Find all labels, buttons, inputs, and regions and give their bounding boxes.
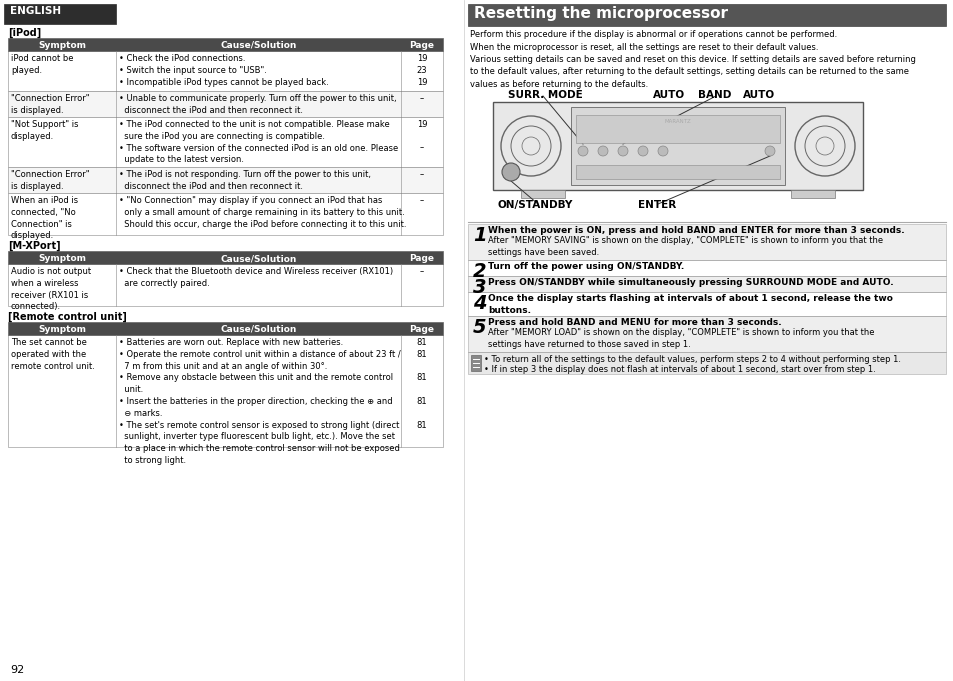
Circle shape bbox=[638, 146, 647, 156]
Bar bbox=[468, 224, 945, 260]
Text: Cause/Solution: Cause/Solution bbox=[220, 254, 296, 263]
Bar bbox=[8, 38, 442, 51]
Text: Page: Page bbox=[409, 254, 434, 263]
Text: 81
81

81

81

81: 81 81 81 81 81 bbox=[416, 338, 427, 430]
Text: • If in step 3 the display does not flash at intervals of about 1 second, start : • If in step 3 the display does not flas… bbox=[483, 365, 875, 374]
Bar bbox=[471, 355, 480, 371]
Bar bbox=[576, 165, 780, 179]
Text: When the power is ON, press and hold BAND and ENTER for more than 3 seconds.: When the power is ON, press and hold BAN… bbox=[488, 226, 903, 235]
Text: Symptom: Symptom bbox=[38, 41, 86, 50]
Text: Perform this procedure if the display is abnormal or if operations cannot be per: Perform this procedure if the display is… bbox=[470, 30, 915, 89]
Circle shape bbox=[764, 146, 774, 156]
Text: –: – bbox=[419, 94, 424, 103]
Text: iPod cannot be
played.: iPod cannot be played. bbox=[11, 54, 73, 75]
Text: Page: Page bbox=[409, 41, 434, 50]
Text: When an iPod is
connected, "No
Connection" is
displayed.: When an iPod is connected, "No Connectio… bbox=[11, 196, 78, 240]
Circle shape bbox=[598, 146, 607, 156]
Bar bbox=[8, 167, 442, 193]
Text: 2: 2 bbox=[473, 262, 486, 281]
Text: • Check that the Bluetooth device and Wireless receiver (RX101)
  are correctly : • Check that the Bluetooth device and Wi… bbox=[119, 267, 393, 288]
Text: 19

–: 19 – bbox=[416, 120, 427, 153]
Text: –: – bbox=[419, 170, 424, 179]
Text: The set cannot be
operated with the
remote control unit.: The set cannot be operated with the remo… bbox=[11, 338, 94, 370]
Text: AUTO: AUTO bbox=[652, 90, 684, 100]
Text: "Not Support" is
displayed.: "Not Support" is displayed. bbox=[11, 120, 78, 141]
Bar bbox=[8, 91, 442, 117]
Text: Cause/Solution: Cause/Solution bbox=[220, 325, 296, 334]
Text: Turn off the power using ON/STANDBY.: Turn off the power using ON/STANDBY. bbox=[488, 262, 683, 271]
Bar bbox=[4, 4, 116, 24]
Text: Symptom: Symptom bbox=[38, 254, 86, 263]
Text: "Connection Error"
is displayed.: "Connection Error" is displayed. bbox=[11, 94, 90, 115]
Text: Press ON/STANDBY while simultaneously pressing SURROUND MODE and AUTO.: Press ON/STANDBY while simultaneously pr… bbox=[488, 278, 893, 287]
Bar bbox=[8, 193, 442, 235]
Text: 3: 3 bbox=[473, 278, 486, 297]
Circle shape bbox=[618, 146, 627, 156]
Text: • The iPod connected to the unit is not compatible. Please make
  sure the iPod : • The iPod connected to the unit is not … bbox=[119, 120, 397, 164]
Text: After "MEMORY SAVING" is shown on the display, "COMPLETE" is shown to inform you: After "MEMORY SAVING" is shown on the di… bbox=[488, 236, 882, 257]
Text: 4: 4 bbox=[473, 294, 486, 313]
Bar bbox=[468, 316, 945, 352]
Bar bbox=[468, 260, 945, 276]
Text: Symptom: Symptom bbox=[38, 325, 86, 334]
Bar bbox=[468, 352, 945, 374]
Text: ON/STANDBY: ON/STANDBY bbox=[497, 200, 573, 210]
Text: –: – bbox=[419, 267, 424, 276]
Text: 1: 1 bbox=[473, 226, 486, 245]
Text: • Batteries are worn out. Replace with new batteries.
• Operate the remote contr: • Batteries are worn out. Replace with n… bbox=[119, 338, 400, 465]
Text: 19
23
19: 19 23 19 bbox=[416, 54, 427, 86]
Text: [M-XPort]: [M-XPort] bbox=[8, 241, 61, 251]
Text: Press and hold BAND and MENU for more than 3 seconds.: Press and hold BAND and MENU for more th… bbox=[488, 318, 781, 327]
Text: • The iPod is not responding. Turn off the power to this unit,
  disconnect the : • The iPod is not responding. Turn off t… bbox=[119, 170, 371, 191]
Circle shape bbox=[578, 146, 587, 156]
Bar bbox=[790, 190, 834, 198]
Text: SURR. MODE: SURR. MODE bbox=[507, 90, 582, 100]
Text: • To return all of the settings to the default values, perform steps 2 to 4 with: • To return all of the settings to the d… bbox=[483, 355, 900, 364]
Bar bbox=[8, 264, 442, 306]
Circle shape bbox=[501, 163, 519, 181]
Bar bbox=[468, 292, 945, 316]
Text: Audio is not output
when a wireless
receiver (RX101 is
connected).: Audio is not output when a wireless rece… bbox=[11, 267, 91, 311]
Bar bbox=[8, 251, 442, 264]
Text: After "MEMORY LOAD" is shown on the display, "COMPLETE" is shown to inform you t: After "MEMORY LOAD" is shown on the disp… bbox=[488, 328, 874, 349]
Text: MARANTZ: MARANTZ bbox=[664, 119, 691, 124]
Text: • Unable to communicate properly. Turn off the power to this unit,
  disconnect : • Unable to communicate properly. Turn o… bbox=[119, 94, 396, 115]
Bar bbox=[468, 276, 945, 292]
Text: Cause/Solution: Cause/Solution bbox=[220, 41, 296, 50]
Bar bbox=[493, 102, 862, 190]
Text: Once the display starts flashing at intervals of about 1 second, release the two: Once the display starts flashing at inte… bbox=[488, 294, 892, 315]
Text: 5: 5 bbox=[473, 318, 486, 337]
Bar bbox=[520, 190, 564, 198]
Text: BAND: BAND bbox=[698, 90, 731, 100]
Text: Page: Page bbox=[409, 325, 434, 334]
Text: Resetting the microprocessor: Resetting the microprocessor bbox=[474, 6, 727, 21]
Text: 92: 92 bbox=[10, 665, 24, 675]
Bar bbox=[8, 322, 442, 335]
Text: ENGLISH: ENGLISH bbox=[10, 6, 61, 16]
Text: ENTER: ENTER bbox=[638, 200, 676, 210]
Bar bbox=[8, 117, 442, 167]
Text: AUTO: AUTO bbox=[742, 90, 774, 100]
Bar bbox=[468, 4, 945, 26]
Bar bbox=[571, 107, 784, 185]
Bar bbox=[8, 335, 442, 447]
Text: "Connection Error"
is displayed.: "Connection Error" is displayed. bbox=[11, 170, 90, 191]
Text: [Remote control unit]: [Remote control unit] bbox=[8, 312, 127, 322]
Bar bbox=[576, 115, 780, 143]
Bar bbox=[8, 51, 442, 91]
Text: [iPod]: [iPod] bbox=[8, 28, 41, 38]
Text: • Check the iPod connections.
• Switch the input source to "USB".
• Incompatible: • Check the iPod connections. • Switch t… bbox=[119, 54, 329, 86]
Text: • "No Connection" may display if you connect an iPod that has
  only a small amo: • "No Connection" may display if you con… bbox=[119, 196, 406, 229]
Text: –: – bbox=[419, 196, 424, 205]
Circle shape bbox=[658, 146, 667, 156]
